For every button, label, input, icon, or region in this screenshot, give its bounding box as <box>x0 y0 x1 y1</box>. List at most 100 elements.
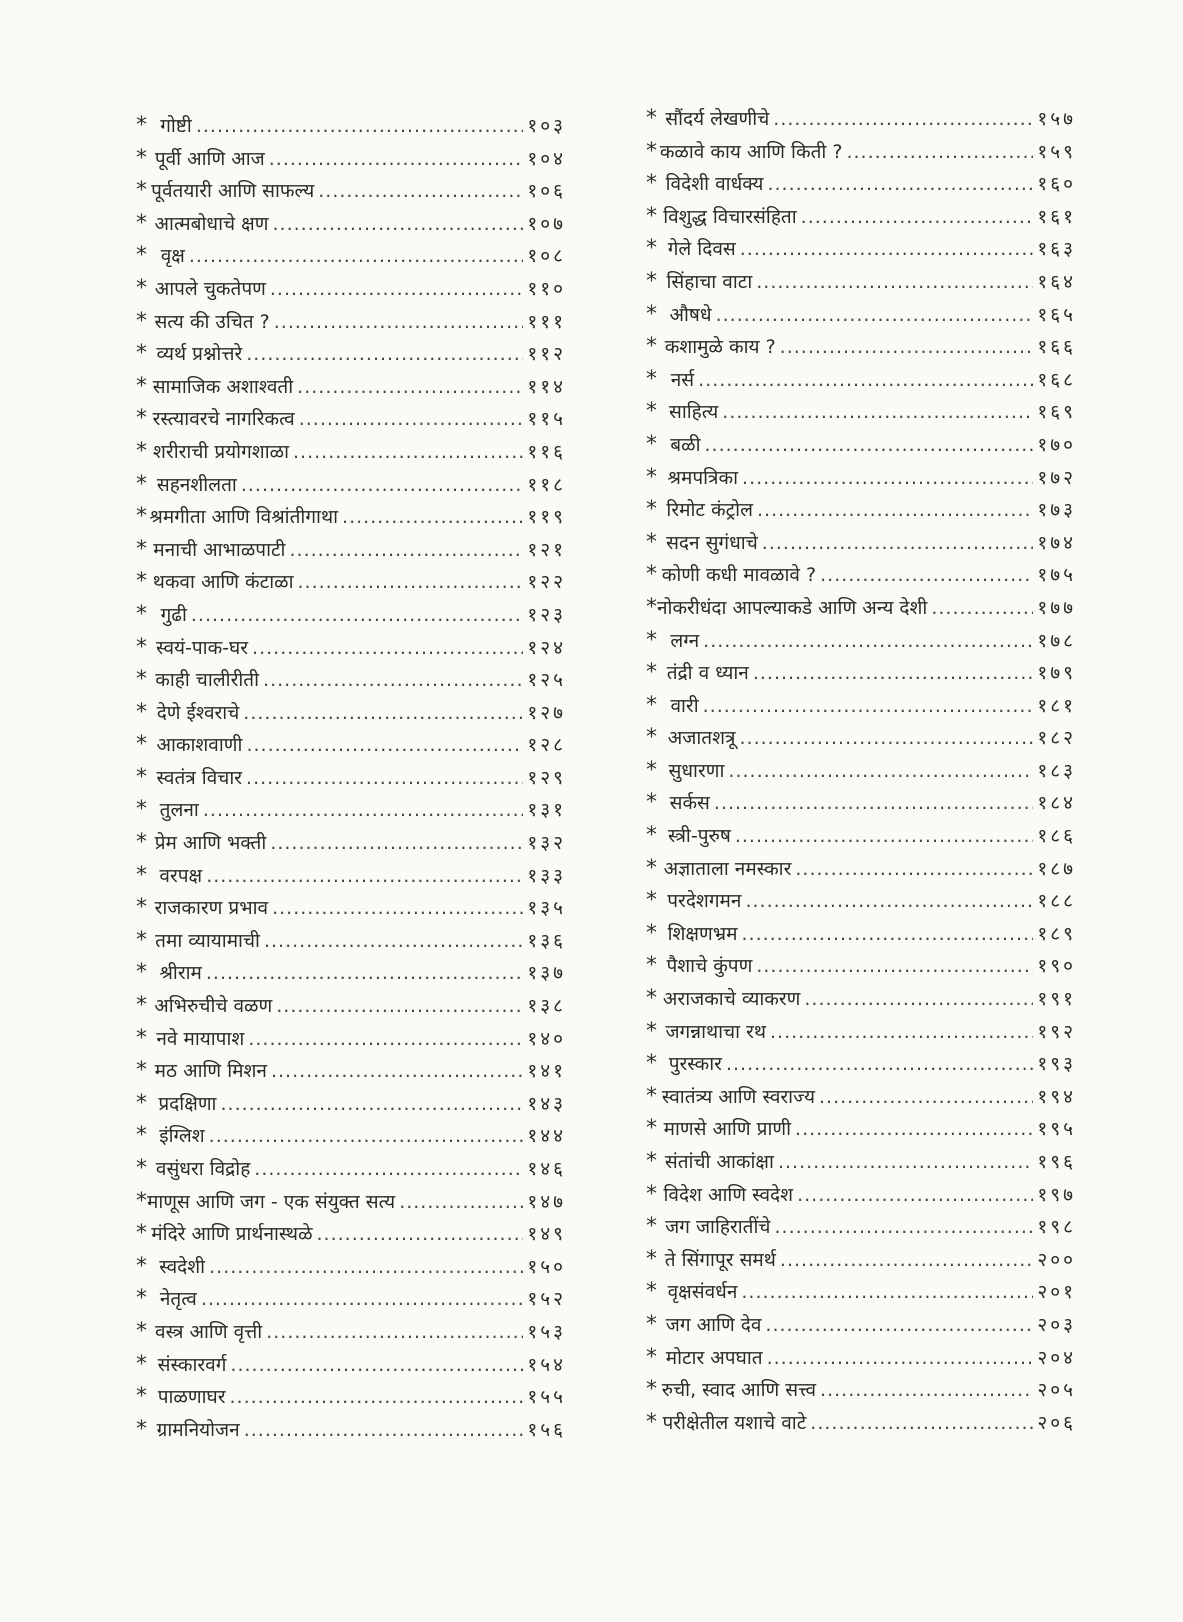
entry-page-number: १९७ <box>1037 1183 1076 1206</box>
asterisk-bullet-icon: * <box>136 341 147 367</box>
entry-page-number: १३३ <box>527 864 566 887</box>
entry-title: माणूस आणि जग - एक संयुक्त सत्य <box>147 1190 396 1213</box>
asterisk-bullet-icon: * <box>646 1149 657 1174</box>
dot-leader <box>804 983 1033 1016</box>
toc-entry: * रिमोट कंट्रोल १७३ <box>646 494 1076 527</box>
entry-title: अराजकाचे व्याकरण <box>662 988 801 1011</box>
toc-entry: * माणसे आणि प्राणी १९५ <box>646 1113 1076 1146</box>
dot-leader <box>241 469 524 502</box>
entry-page-number: १८६ <box>1037 825 1076 848</box>
toc-entry: * आत्मबोधाचे क्षण १०७ <box>136 208 566 241</box>
entry-title: श्रीराम <box>159 962 202 985</box>
dot-leader <box>317 1218 524 1251</box>
asterisk-bullet-icon: * <box>646 203 657 229</box>
entry-title: शिक्षणभ्रम <box>667 922 738 945</box>
entry-page-number: १२८ <box>527 734 566 757</box>
asterisk-bullet-icon: * <box>136 1286 147 1312</box>
asterisk-bullet-icon: * <box>136 275 147 301</box>
entry-title: साहित्य <box>668 401 719 424</box>
toc-entry: * औषधे १६५ <box>646 299 1076 332</box>
asterisk-bullet-icon: * <box>136 1416 147 1442</box>
toc-entry: * वसुंधरा विद्रोह १४६ <box>136 1153 566 1186</box>
dot-leader <box>270 827 523 860</box>
entry-page-number: १०४ <box>527 147 566 170</box>
entry-page-number: २०५ <box>1037 1379 1076 1402</box>
asterisk-bullet-icon: * <box>646 268 657 294</box>
toc-entry: * मनाची आभाळपाटी १२१ <box>136 534 566 567</box>
toc-entry: * विदेश आणि स्वदेश १९७ <box>646 1179 1076 1212</box>
entry-page-number: १५० <box>527 1255 566 1278</box>
dot-leader <box>756 266 1033 299</box>
entry-title: वसुंधरा विद्रोह <box>155 1158 251 1180</box>
entry-title: परीक्षेतील यशाचे वाटे <box>662 1411 807 1434</box>
entry-page-number: १४० <box>527 1027 566 1050</box>
entry-page-number: १५२ <box>527 1288 566 1311</box>
entry-title: नेतृत्व <box>159 1288 197 1311</box>
toc-entry: *पूर्वतयारी आणि साफल्य १०६ <box>136 175 566 208</box>
entry-title: सामाजिक अशाश्वती <box>152 375 294 398</box>
entry-title: देणे ईश्वराचे <box>156 701 240 724</box>
entry-page-number: १३७ <box>527 962 566 985</box>
toc-column-right: *सौंदर्य लेखणीचे१५७*कळावे काय आणि किती ?… <box>646 103 1076 1439</box>
dot-leader <box>244 1414 524 1447</box>
asterisk-bullet-icon: * <box>136 1384 147 1410</box>
entry-title: वृक्ष <box>160 245 185 268</box>
entry-title: व्यर्थ प्रश्नोत्तरे <box>156 343 243 366</box>
toc-entry: * कशामुळे काय ? १६६ <box>646 331 1076 364</box>
entry-title: जग आणि देव <box>665 1313 762 1336</box>
asterisk-bullet-icon: * <box>136 960 147 986</box>
dot-leader <box>741 1276 1033 1309</box>
asterisk-bullet-icon: * <box>136 308 147 334</box>
asterisk-bullet-icon: * <box>646 1246 657 1272</box>
entry-page-number: ११२ <box>527 343 566 366</box>
entry-page-number: १३१ <box>527 799 566 822</box>
asterisk-bullet-icon: * <box>646 1181 657 1207</box>
asterisk-bullet-icon: * <box>646 1214 657 1240</box>
entry-page-number: १०३ <box>527 115 566 137</box>
toc-entry: * आपले चुकतेपण ११० <box>136 273 566 306</box>
entry-page-number: १२७ <box>527 701 566 724</box>
dot-leader <box>266 1316 523 1349</box>
dot-leader <box>246 762 523 795</box>
dot-leader <box>728 755 1033 788</box>
toc-entry: *थकवा आणि कंटाळा १२२ <box>136 566 566 599</box>
entry-title: सत्य की उचित ? <box>154 310 270 333</box>
toc-entry: * लग्न १७८ <box>646 625 1076 658</box>
entry-page-number: १०६ <box>527 180 566 203</box>
dot-leader <box>735 820 1034 853</box>
entry-page-number: १९५ <box>1037 1118 1076 1141</box>
dot-leader <box>726 1048 1033 1081</box>
entry-title: विशुद्ध विचारसंहिता <box>663 205 797 228</box>
entry-title: नवे मायापाश <box>156 1027 245 1050</box>
entry-page-number: १६४ <box>1037 270 1076 293</box>
entry-title: विदेश आणि स्वदेश <box>663 1183 794 1206</box>
toc-entry: * सदन सुगंधाचे १७४ <box>646 527 1076 560</box>
asterisk-bullet-icon: * <box>136 1351 147 1377</box>
dot-leader <box>246 729 523 762</box>
entry-title: अज्ञाताला नमस्कार <box>663 857 792 880</box>
asterisk-bullet-icon: * <box>646 1409 657 1435</box>
asterisk-bullet-icon: * <box>646 464 657 490</box>
dot-leader <box>297 371 523 404</box>
entry-title: सर्कस <box>669 792 710 815</box>
dot-leader <box>810 1407 1033 1440</box>
asterisk-bullet-icon: * <box>646 1377 657 1403</box>
toc-entry: * वस्त्र आणि वृत्ती १५३ <box>136 1316 566 1349</box>
dot-leader <box>703 690 1034 723</box>
entry-page-number: १७७ <box>1037 596 1076 619</box>
toc-entry: * पाळणाघर १५५ <box>136 1381 566 1414</box>
entry-page-number: १७३ <box>1037 499 1076 522</box>
dot-leader <box>801 201 1034 234</box>
toc-entry: * श्रमपत्रिका १७२ <box>646 462 1076 495</box>
dot-leader <box>739 722 1033 755</box>
dot-leader <box>269 143 524 176</box>
entry-title: अजातशत्रू <box>667 727 736 750</box>
asterisk-bullet-icon: * <box>646 236 657 262</box>
asterisk-bullet-icon: * <box>136 601 147 627</box>
entry-page-number: ११० <box>527 277 566 300</box>
toc-entry: * जग आणि देव २०३ <box>646 1309 1076 1342</box>
dot-leader <box>263 664 523 697</box>
entry-title: स्वतंत्र विचार <box>156 766 243 789</box>
dot-leader <box>767 168 1033 201</box>
entry-page-number: १४९ <box>527 1223 566 1246</box>
